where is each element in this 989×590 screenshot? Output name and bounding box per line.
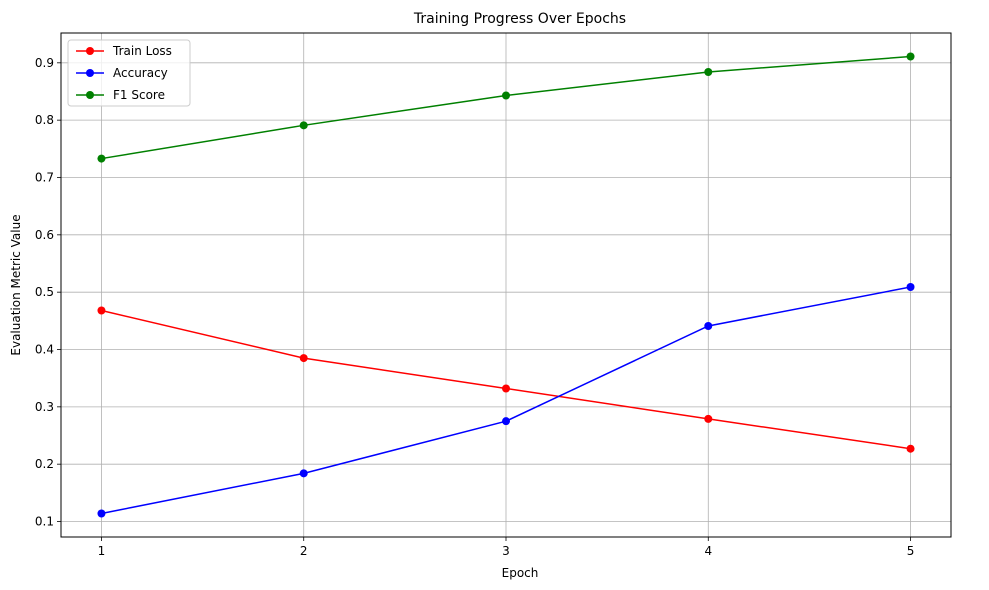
data-point	[906, 283, 915, 292]
data-point	[704, 321, 713, 330]
legend-box	[67, 39, 191, 107]
x-tick-label: 1	[98, 544, 106, 558]
y-tick-label: 0.5	[35, 285, 54, 299]
legend-marker	[86, 69, 94, 77]
y-tick-label: 0.7	[35, 170, 54, 184]
x-tick-label: 3	[502, 544, 510, 558]
y-tick-label: 0.1	[35, 515, 54, 529]
data-point	[704, 67, 713, 76]
legend-marker	[86, 91, 94, 99]
x-axis-label: Epoch	[502, 566, 539, 580]
grid	[61, 33, 951, 537]
y-tick-label: 0.6	[35, 228, 54, 242]
y-tick-label: 0.8	[35, 113, 54, 127]
legend-label: Accuracy	[113, 66, 168, 80]
data-point	[97, 306, 106, 315]
y-tick-label: 0.2	[35, 457, 54, 471]
y-tick-label: 0.4	[35, 343, 54, 357]
x-tick-label: 5	[907, 544, 915, 558]
y-axis-label: Evaluation Metric Value	[9, 214, 23, 355]
data-point	[299, 469, 308, 478]
data-point	[502, 384, 510, 393]
y-tick-label: 0.3	[35, 400, 54, 414]
y-tick-label: 0.9	[35, 56, 54, 70]
legend-label: F1 Score	[113, 88, 165, 102]
data-point	[906, 52, 915, 61]
data-point	[97, 509, 106, 518]
chart-title: Training Progress Over Epochs	[413, 11, 626, 27]
legend-label: Train Loss	[112, 44, 172, 58]
x-tick-label: 2	[300, 544, 308, 558]
y-axis: 0.1 0.2 0.3 0.4 0.5 0.6 0.7 0.8 0.9	[35, 56, 61, 529]
data-point	[299, 121, 308, 130]
data-point	[299, 354, 308, 363]
data-point	[704, 414, 713, 423]
legend: Train Loss Accuracy F1 Score	[67, 39, 191, 107]
x-axis: 1 2 3 4 5	[98, 537, 915, 558]
series	[97, 52, 915, 518]
x-tick-label: 4	[704, 544, 712, 558]
legend-marker	[86, 47, 94, 55]
data-point	[906, 444, 915, 453]
data-point	[97, 154, 106, 163]
data-point	[502, 417, 510, 426]
data-point	[502, 91, 510, 100]
